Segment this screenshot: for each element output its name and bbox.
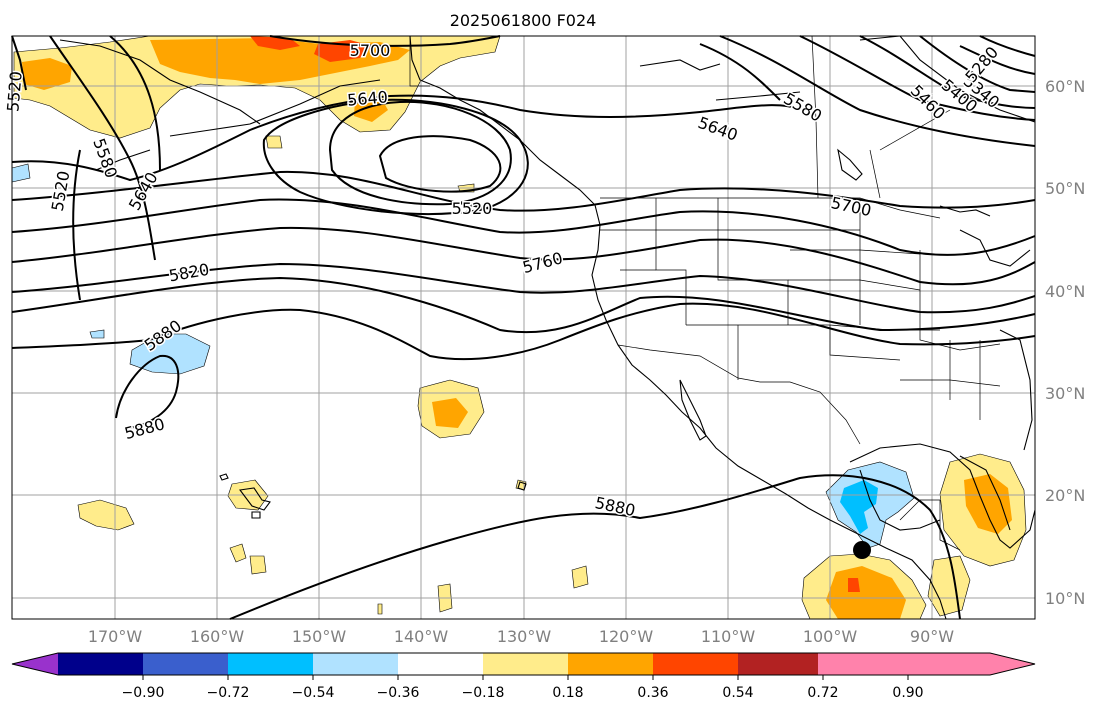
- location-marker: [853, 541, 871, 559]
- colorbar-tick-label: −0.36: [377, 685, 420, 701]
- map-frame: [11, 35, 1036, 620]
- contour-label: 5640: [346, 87, 388, 109]
- lon-label: 110°W: [701, 627, 756, 646]
- colorbar-segment: [738, 653, 824, 675]
- contour-label: 5520: [452, 199, 493, 218]
- map-panel: 5700 5640 5520 5580 5520 5640 5520 5580 …: [2, 35, 1036, 620]
- lon-label: 160°W: [190, 627, 245, 646]
- colorbar-tick-label: 0.90: [892, 685, 923, 701]
- colorbar-segment: [653, 653, 739, 675]
- colorbar: −0.90 −0.72 −0.54 −0.36 −0.18 0.18 0.36 …: [11, 652, 1036, 701]
- colorbar-segment: [818, 653, 904, 675]
- colorbar-extend-low: [12, 653, 58, 675]
- lat-label: 20°N: [1045, 486, 1085, 505]
- colorbar-tick-label: 0.36: [637, 685, 668, 701]
- lat-label: 60°N: [1045, 77, 1085, 96]
- lat-label: 10°N: [1045, 589, 1085, 608]
- colorbar-segment: [313, 653, 399, 675]
- lat-label: 40°N: [1045, 282, 1085, 301]
- colorbar-segment: [483, 653, 569, 675]
- colorbar-tick-label: −0.54: [292, 685, 335, 701]
- lon-label: 150°W: [292, 627, 347, 646]
- lon-label: 120°W: [599, 627, 654, 646]
- lon-label: 170°W: [88, 627, 143, 646]
- colorbar-segment: [398, 653, 484, 675]
- lat-label: 50°N: [1045, 179, 1085, 198]
- height-contours: [11, 35, 1036, 620]
- colorbar-extend-high: [903, 653, 1035, 675]
- colorbar-segment: [228, 653, 314, 675]
- colorbar-segment: [143, 653, 229, 675]
- contour-label: 5520: [3, 70, 25, 112]
- colorbar-tick-label: 0.72: [807, 685, 838, 701]
- contour-label: 5700: [350, 41, 391, 60]
- colorbar-tick-label: −0.90: [122, 685, 165, 701]
- colorbar-tick-label: −0.18: [462, 685, 505, 701]
- colorbar-tick-label: 0.54: [722, 685, 753, 701]
- latitude-labels: 60°N 50°N 40°N 30°N 20°N 10°N: [1045, 77, 1085, 608]
- longitude-labels: 170°W 160°W 150°W 140°W 130°W 120°W 110°…: [88, 627, 954, 646]
- colorbar-segment: [58, 653, 144, 675]
- colorbar-segment: [568, 653, 654, 675]
- map-title: 2025061800 F024: [450, 11, 597, 30]
- lat-label: 30°N: [1045, 384, 1085, 403]
- colorbar-tick-label: −0.72: [207, 685, 250, 701]
- colorbar-ticks: [142, 675, 909, 680]
- lon-label: 140°W: [394, 627, 449, 646]
- lon-label: 100°W: [803, 627, 858, 646]
- lon-label: 130°W: [497, 627, 552, 646]
- colorbar-tick-label: 0.18: [552, 685, 583, 701]
- lon-label: 90°W: [910, 627, 954, 646]
